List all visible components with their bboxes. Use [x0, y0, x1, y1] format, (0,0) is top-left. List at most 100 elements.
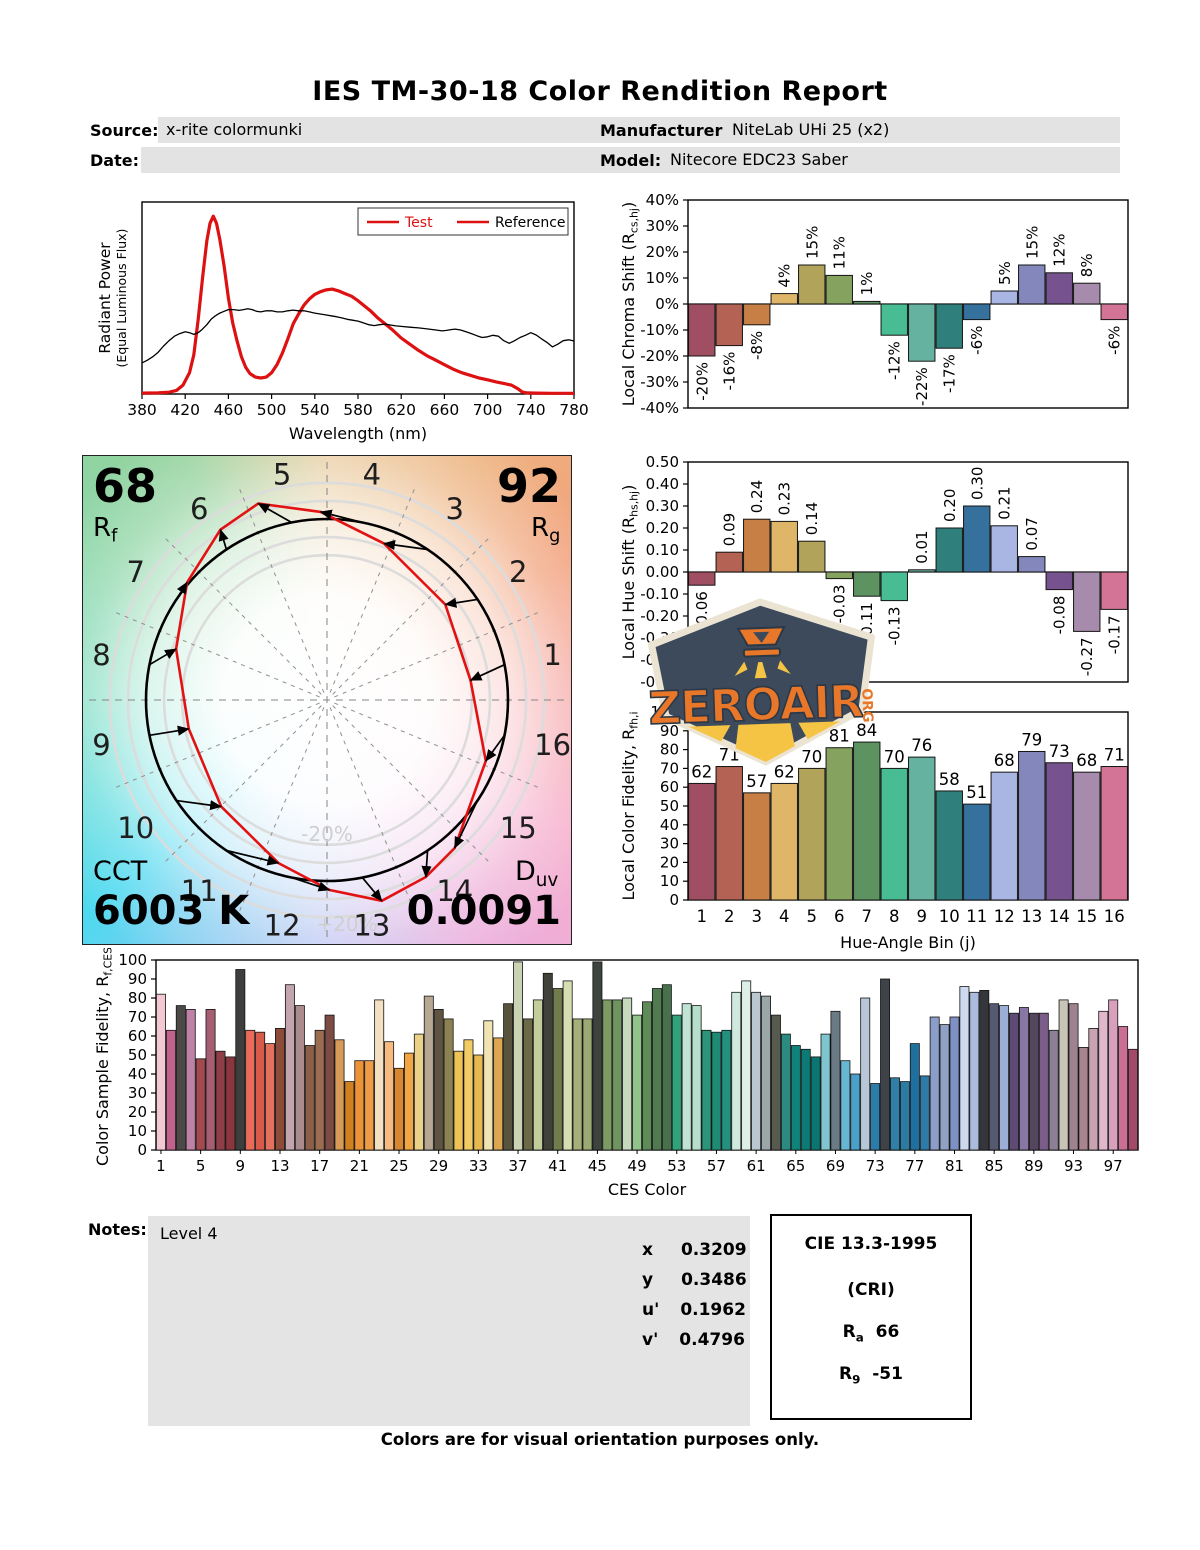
svg-text:500: 500 [257, 401, 287, 419]
svg-text:50: 50 [660, 797, 679, 815]
svg-text:CES Color: CES Color [608, 1180, 687, 1199]
svg-text:1%: 1% [858, 272, 876, 296]
svg-text:-30%: -30% [640, 373, 679, 391]
svg-text:Rf: Rf [93, 513, 118, 547]
svg-text:Radiant Power: Radiant Power [96, 242, 114, 354]
manufacturer-value-box: NiteLab UHi 25 (x2) [724, 117, 1120, 143]
svg-text:69: 69 [826, 1157, 845, 1175]
svg-text:-0.17: -0.17 [1106, 615, 1124, 654]
svg-text:Local Color Fidelity, Rfh,i: Local Color Fidelity, Rfh,i [619, 711, 641, 900]
svg-text:60: 60 [128, 1027, 147, 1045]
svg-text:0.09: 0.09 [721, 513, 739, 546]
svg-text:10: 10 [939, 907, 960, 926]
spectral-power-chart: 380 420 460 500 540 580 620 660 700 740 780 Wavelen… [96, 201, 589, 443]
svg-text:11: 11 [966, 907, 987, 926]
svg-text:660: 660 [430, 401, 460, 419]
svg-text:15: 15 [1076, 907, 1097, 926]
svg-text:77: 77 [905, 1157, 924, 1175]
svg-text:70: 70 [884, 747, 905, 766]
svg-text:85: 85 [985, 1157, 1004, 1175]
svg-text:Wavelength (nm): Wavelength (nm) [289, 424, 427, 443]
svg-text:12: 12 [264, 909, 301, 943]
svg-text:5%: 5% [996, 261, 1014, 285]
svg-text:10: 10 [128, 1122, 147, 1140]
svg-text:7: 7 [862, 907, 873, 926]
svg-text:15%: 15% [1023, 226, 1041, 259]
svg-text:-40%: -40% [640, 399, 679, 417]
notes-box: Level 4 [148, 1216, 750, 1426]
svg-text:45: 45 [588, 1157, 607, 1175]
svg-text:16: 16 [1104, 907, 1125, 926]
svg-text:11%: 11% [831, 236, 849, 269]
svg-text:-20%: -20% [693, 362, 711, 401]
logo-org-suffix: ORG [858, 688, 875, 723]
svg-text:0.50: 0.50 [646, 453, 679, 471]
svg-text:780: 780 [559, 401, 589, 419]
svg-text:0.30: 0.30 [646, 497, 679, 515]
svg-text:13: 13 [270, 1157, 289, 1175]
svg-text:92: 92 [497, 459, 561, 513]
svg-text:40%: 40% [646, 191, 679, 209]
svg-text:4%: 4% [776, 264, 794, 288]
svg-text:9: 9 [917, 907, 928, 926]
svg-text:-0.08: -0.08 [1051, 596, 1069, 635]
svg-text:3: 3 [752, 907, 763, 926]
svg-text:41: 41 [548, 1157, 567, 1175]
logo-flashlight-icon [734, 626, 791, 679]
footer-note: Colors are for visual orientation purpos… [380, 1430, 820, 1449]
svg-text:49: 49 [628, 1157, 647, 1175]
svg-text:-20%: -20% [640, 347, 679, 365]
svg-text:460: 460 [214, 401, 244, 419]
svg-text:0.0091: 0.0091 [407, 888, 561, 934]
svg-text:58: 58 [939, 770, 960, 789]
svg-text:10: 10 [117, 811, 154, 845]
svg-text:16: 16 [534, 728, 571, 762]
notes-label: Notes: [88, 1220, 147, 1239]
manufacturer-value: NiteLab UHi 25 (x2) [732, 120, 890, 139]
model-label: Model: [600, 151, 662, 170]
svg-text:70: 70 [660, 759, 679, 777]
svg-text:740: 740 [516, 401, 546, 419]
date-label: Date: [90, 151, 139, 170]
svg-text:CCT: CCT [93, 856, 148, 887]
svg-text:0.01: 0.01 [913, 530, 931, 563]
svg-text:1: 1 [156, 1157, 166, 1175]
svg-text:65: 65 [786, 1157, 805, 1175]
model-value-box: Nitecore EDC23 Saber [662, 147, 1120, 173]
local-chroma-shift-chart: 40% 30% 20% 10% 0% -10% -20% -30% -40% -20% -16% -8… [619, 191, 1129, 417]
svg-text:Reference: Reference [495, 215, 566, 231]
svg-text:420: 420 [170, 401, 200, 419]
svg-text:5: 5 [807, 907, 818, 926]
svg-text:81: 81 [829, 727, 850, 746]
svg-text:25: 25 [389, 1157, 408, 1175]
svg-text:0.24: 0.24 [748, 480, 766, 513]
zeroair-logo: ZEROAIR ORG [647, 598, 875, 766]
cri-subtitle: (CRI) [847, 1280, 895, 1300]
svg-text:580: 580 [343, 401, 373, 419]
svg-text:0%: 0% [655, 295, 679, 313]
svg-text:90: 90 [128, 970, 147, 988]
svg-text:0.21: 0.21 [996, 486, 1014, 519]
svg-text:29: 29 [429, 1157, 448, 1175]
svg-text:0.07: 0.07 [1023, 517, 1041, 550]
svg-text:-10%: -10% [640, 321, 679, 339]
svg-text:97: 97 [1104, 1157, 1123, 1175]
svg-text:20: 20 [660, 853, 679, 871]
svg-text:33: 33 [469, 1157, 488, 1175]
svg-text:51: 51 [966, 783, 987, 802]
svg-text:80: 80 [660, 741, 679, 759]
date-value-box [141, 147, 736, 173]
svg-text:7: 7 [127, 555, 145, 589]
svg-text:Test: Test [404, 215, 433, 231]
svg-text:20%: 20% [646, 243, 679, 261]
svg-text:17: 17 [310, 1157, 329, 1175]
svg-text:0.40: 0.40 [646, 475, 679, 493]
manufacturer-label: Manufacturer: [600, 121, 729, 140]
svg-text:13: 13 [1021, 907, 1042, 926]
svg-text:(Equal Luminous Flux): (Equal Luminous Flux) [114, 229, 129, 368]
cri-r9-row: R9 -51 [839, 1364, 903, 1387]
svg-text:68: 68 [93, 459, 157, 513]
svg-text:Color Sample Fidelity, Rf,CESi: Color Sample Fidelity, Rf,CESi [93, 948, 115, 1166]
svg-text:84: 84 [856, 721, 877, 740]
